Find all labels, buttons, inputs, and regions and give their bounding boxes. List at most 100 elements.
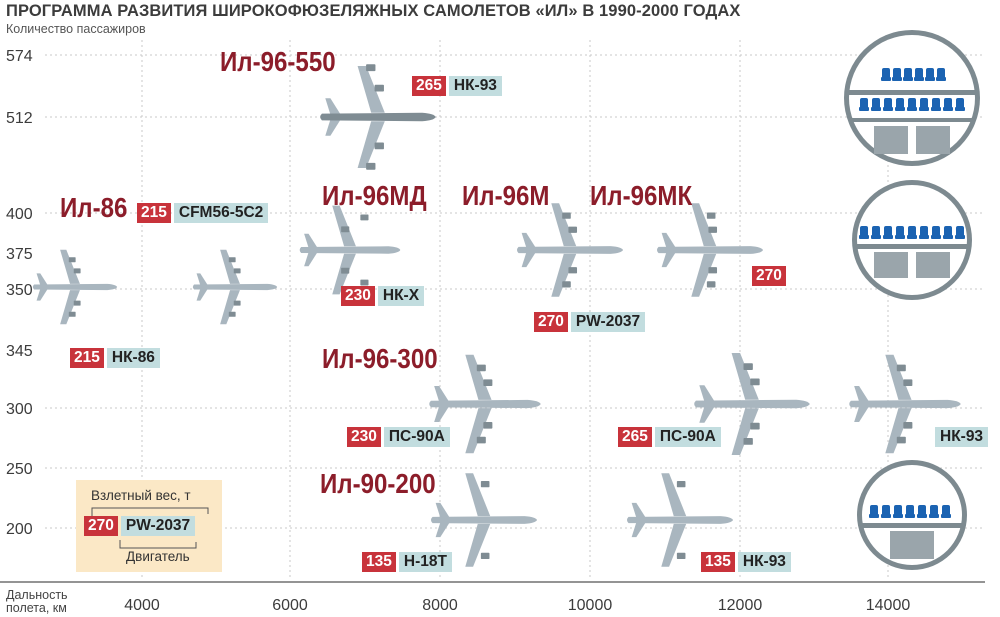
seat-icon [931,107,941,111]
seat-icon [915,68,923,79]
engine [233,300,241,306]
engine [68,257,76,263]
fuselage [320,112,436,122]
cabin-floor [862,523,962,528]
seat-icon [872,98,880,109]
fuselage [626,516,734,524]
y-tick-label: 512 [6,110,33,127]
wing [60,290,80,325]
wing [332,253,356,295]
weight-value: 135 [362,552,396,572]
tag-il96-550: 265 НК-93 [412,76,502,96]
seat-icon [932,98,940,109]
engine [562,212,571,219]
x-tick-label: 14000 [866,597,911,614]
seat-icon [882,68,890,79]
tailplane [435,522,450,538]
weight-value: 265 [618,427,652,447]
engine [374,84,384,92]
tailplane [196,273,208,286]
tag-il96mk: 270 [752,266,786,286]
engine [360,279,369,286]
weight-value: 265 [412,76,446,96]
seat-icon [893,514,903,518]
y-tick-label: 200 [6,521,33,538]
engine-value: НК-93 [737,552,791,572]
seat-icon [919,235,929,239]
legend-bracket-bottom [119,540,197,549]
fuselage [656,246,764,254]
seat-icon [918,505,926,516]
tailplane [304,233,318,248]
seat-icon [914,77,924,81]
cabin-wide [852,180,972,300]
fuselage [299,246,401,254]
seat-icon [905,514,915,518]
tailplane [434,385,449,402]
plane-il96-300-a [429,354,541,454]
cargo-box [874,252,908,278]
fuselage [516,246,624,254]
seat-icon [892,77,902,81]
y-tick-label: 400 [6,206,33,223]
seat-icon [904,68,912,79]
seat-icon [920,226,928,237]
plane-il96m [516,203,624,297]
seat-icon [907,235,917,239]
cabin-inner [857,185,967,295]
engine [366,64,376,72]
tailplane [631,522,646,538]
seat-icon [893,68,901,79]
seat-icon [943,107,953,111]
engine [480,552,490,559]
model-il96-550: Ил-96-550 [220,46,336,77]
chart-title: ПРОГРАММА РАЗВИТИЯ ШИРОКОФЮЗЕЛЯЖНЫХ САМО… [6,2,741,20]
seat-icon [956,98,964,109]
engine [228,257,236,263]
seat-icon [894,505,902,516]
model-il86: Ил-86 [60,192,128,223]
seat-icon [895,235,905,239]
engine [743,363,753,370]
engine [341,267,350,274]
weight-value: 215 [70,348,104,368]
cabin-narrow [857,460,967,570]
seat-icon [929,514,939,518]
wing [357,121,385,168]
seat-icon [881,77,891,81]
seat-icon [881,514,891,518]
engine-value: НК-Х [377,286,425,306]
engine [483,379,493,386]
tag-il86-cfm: 215 CFM56-5C2 [137,203,269,223]
seat-icon [908,98,916,109]
tag-il96-300-b: 265 ПС-90А [618,427,721,447]
seat-icon [941,514,951,518]
tag-il86-nk86: 215 НК-86 [70,348,160,368]
wing [691,203,717,247]
wing [885,354,912,400]
y-tick-label: 300 [6,401,33,418]
tailplane [661,252,676,268]
fuselage [192,283,278,291]
engine [750,422,760,430]
seat-icon [955,107,965,111]
seat-icon [930,505,938,516]
legend-tag: 270 PW-2037 [84,516,196,536]
wing [465,408,492,454]
wing [60,249,80,284]
engine [676,481,686,488]
wing [357,66,385,113]
tailplane [36,273,48,286]
engine [480,481,490,488]
wing [465,354,492,400]
tailplane [304,252,318,267]
seat-icon [919,107,929,111]
seat-icon [860,98,868,109]
engine [476,436,486,444]
seat-icon [937,68,945,79]
model-il96md: Ил-96МД [322,180,427,211]
weight-value: 230 [341,286,375,306]
seat-icon [955,235,965,239]
engine [341,226,350,233]
